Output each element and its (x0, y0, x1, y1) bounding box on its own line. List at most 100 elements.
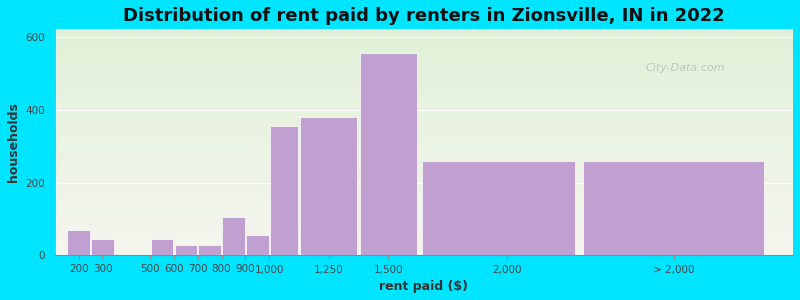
Bar (55, 241, 793, 242)
Bar (55, 185, 793, 187)
Bar (55, 156, 793, 157)
Bar (55, 88, 793, 89)
Bar (55, 140, 793, 141)
Bar (55, 217, 793, 218)
Bar (198, 244, 221, 256)
Bar (55, 102, 793, 103)
Bar (55, 114, 793, 115)
Bar (55, 224, 793, 225)
Bar (55, 111, 793, 112)
Bar (55, 245, 793, 246)
Bar (55, 52, 793, 53)
Text: City-Data.com: City-Data.com (646, 63, 725, 73)
Bar (55, 128, 793, 129)
Bar (55, 98, 793, 99)
Bar (55, 84, 793, 85)
Bar (55, 121, 793, 122)
Bar (55, 122, 793, 123)
Bar (55, 231, 793, 232)
Bar (55, 30, 793, 31)
Bar (55, 187, 793, 188)
Bar (55, 60, 793, 61)
Bar (55, 178, 793, 180)
Bar (55, 227, 793, 228)
Bar (55, 141, 793, 142)
Bar (222, 217, 245, 256)
Bar (55, 243, 793, 244)
Bar (55, 107, 793, 108)
Bar (55, 196, 793, 197)
Bar (55, 219, 793, 220)
Bar (55, 244, 793, 245)
Bar (150, 239, 174, 256)
Bar (55, 232, 793, 233)
Bar (55, 208, 793, 209)
Bar (55, 223, 793, 224)
Bar (55, 225, 793, 226)
Bar (55, 54, 793, 55)
Bar (55, 97, 793, 98)
Bar (55, 182, 793, 183)
Bar (55, 49, 793, 50)
Bar (55, 238, 793, 240)
Bar (55, 72, 793, 74)
Bar (55, 237, 793, 238)
Bar (55, 160, 793, 162)
Bar (55, 216, 793, 217)
Bar (55, 59, 793, 60)
Bar (55, 127, 793, 128)
Bar (55, 125, 793, 127)
Bar (55, 132, 793, 133)
Bar (55, 145, 793, 146)
Bar (55, 106, 793, 107)
Bar (55, 130, 793, 131)
Bar (55, 150, 793, 152)
Bar (55, 168, 793, 169)
Bar (55, 137, 793, 138)
Bar (55, 194, 793, 196)
Bar (55, 35, 793, 36)
Bar (55, 138, 793, 139)
Bar (55, 42, 793, 43)
Bar (55, 175, 793, 176)
Bar (55, 118, 793, 119)
Bar (55, 147, 793, 148)
Bar (55, 152, 793, 153)
Bar (55, 142, 793, 143)
Bar (55, 205, 793, 206)
Bar (55, 133, 793, 134)
Bar (55, 78, 793, 79)
Bar (55, 116, 793, 118)
Bar (55, 221, 793, 223)
Bar (55, 159, 793, 160)
Bar (55, 193, 793, 194)
Bar (55, 252, 793, 253)
Bar (55, 198, 793, 199)
Bar (55, 67, 793, 68)
Bar (55, 32, 793, 33)
Bar (55, 251, 793, 252)
Bar (55, 201, 793, 202)
Bar (55, 63, 793, 64)
Bar (55, 100, 793, 102)
Bar (246, 236, 269, 256)
Bar (55, 134, 793, 136)
Bar (55, 202, 793, 203)
Bar (55, 58, 793, 59)
Bar (55, 176, 793, 177)
Bar (55, 44, 793, 45)
Bar (55, 242, 793, 243)
Bar (55, 120, 793, 121)
Bar (55, 33, 793, 34)
Bar (55, 112, 793, 113)
Bar (55, 158, 793, 159)
Bar (55, 148, 793, 149)
Bar (55, 129, 793, 130)
Bar (55, 154, 793, 155)
Bar (55, 45, 793, 46)
Bar (55, 174, 793, 175)
Bar (55, 177, 793, 178)
Bar (55, 146, 793, 147)
Bar (55, 163, 793, 164)
Bar (55, 40, 793, 42)
